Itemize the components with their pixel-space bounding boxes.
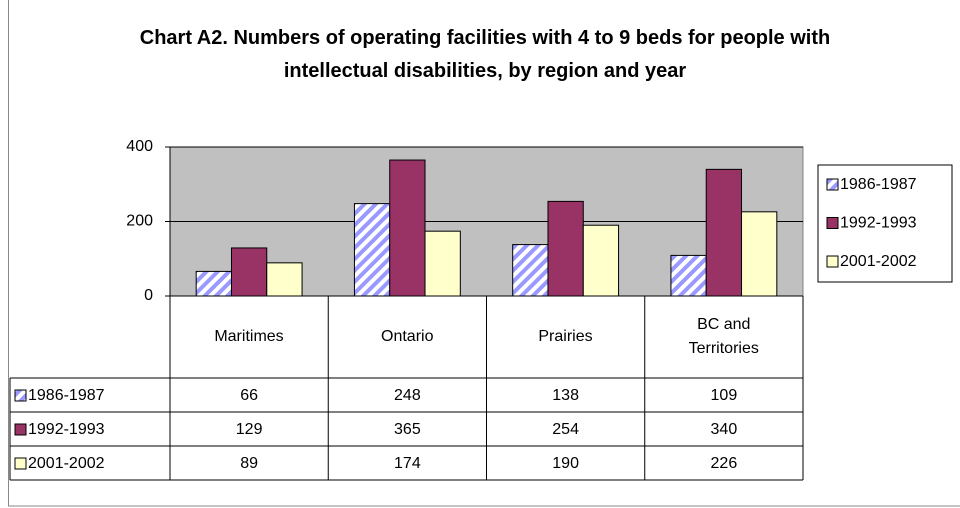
table-value: 340 [711, 421, 738, 438]
category-header: Ontario [328, 296, 486, 378]
x-tick-label: Maritimes [214, 328, 284, 345]
bar [424, 230, 461, 297]
legend-label: 1992-1993 [28, 421, 105, 438]
bar [230, 247, 268, 297]
legend-label: 2001-2002 [840, 253, 917, 270]
bar [512, 244, 549, 297]
table-value: 89 [240, 455, 258, 472]
legend-key [826, 255, 839, 268]
table-value: 174 [394, 455, 421, 472]
y-tick-label: 200 [126, 213, 153, 230]
legend-label: 1986-1987 [28, 387, 105, 404]
y-tick-label: 400 [126, 138, 153, 155]
legend-box [817, 164, 953, 283]
category-header: BC and Territories [645, 296, 803, 378]
legend-label: 1992-1993 [840, 215, 917, 232]
bar [353, 203, 391, 297]
bar [582, 224, 620, 297]
y-tick-label: 0 [144, 287, 153, 304]
x-tick-label: Prairies [538, 328, 593, 345]
x-tick-label: BC and Territories [688, 316, 759, 357]
table-value: 254 [552, 421, 579, 438]
legend-key [14, 389, 27, 402]
legend-key [826, 178, 839, 191]
table-value: 138 [552, 387, 579, 404]
bar [741, 211, 778, 297]
category-header: Prairies [487, 296, 645, 378]
bar [389, 159, 426, 297]
category-header: Maritimes [170, 296, 328, 378]
table-value: 226 [711, 455, 738, 472]
x-tick-label: Ontario [381, 328, 434, 345]
bar [547, 200, 584, 297]
legend-label: 1986-1987 [840, 176, 917, 193]
table-value: 66 [240, 387, 258, 404]
bar [266, 262, 303, 297]
table-value: 129 [236, 421, 263, 438]
bar [195, 270, 232, 297]
legend-key [826, 217, 839, 229]
table-value: 109 [711, 387, 738, 404]
legend-key [14, 457, 27, 470]
table-value: 248 [394, 387, 421, 404]
chart-title: Chart A2. Numbers of operating facilitie… [139, 27, 831, 82]
legend-label: 2001-2002 [28, 455, 105, 472]
bar [670, 254, 707, 297]
table-value: 365 [394, 421, 421, 438]
legend-key [14, 423, 27, 436]
table-value: 190 [552, 455, 579, 472]
bar [705, 168, 743, 297]
